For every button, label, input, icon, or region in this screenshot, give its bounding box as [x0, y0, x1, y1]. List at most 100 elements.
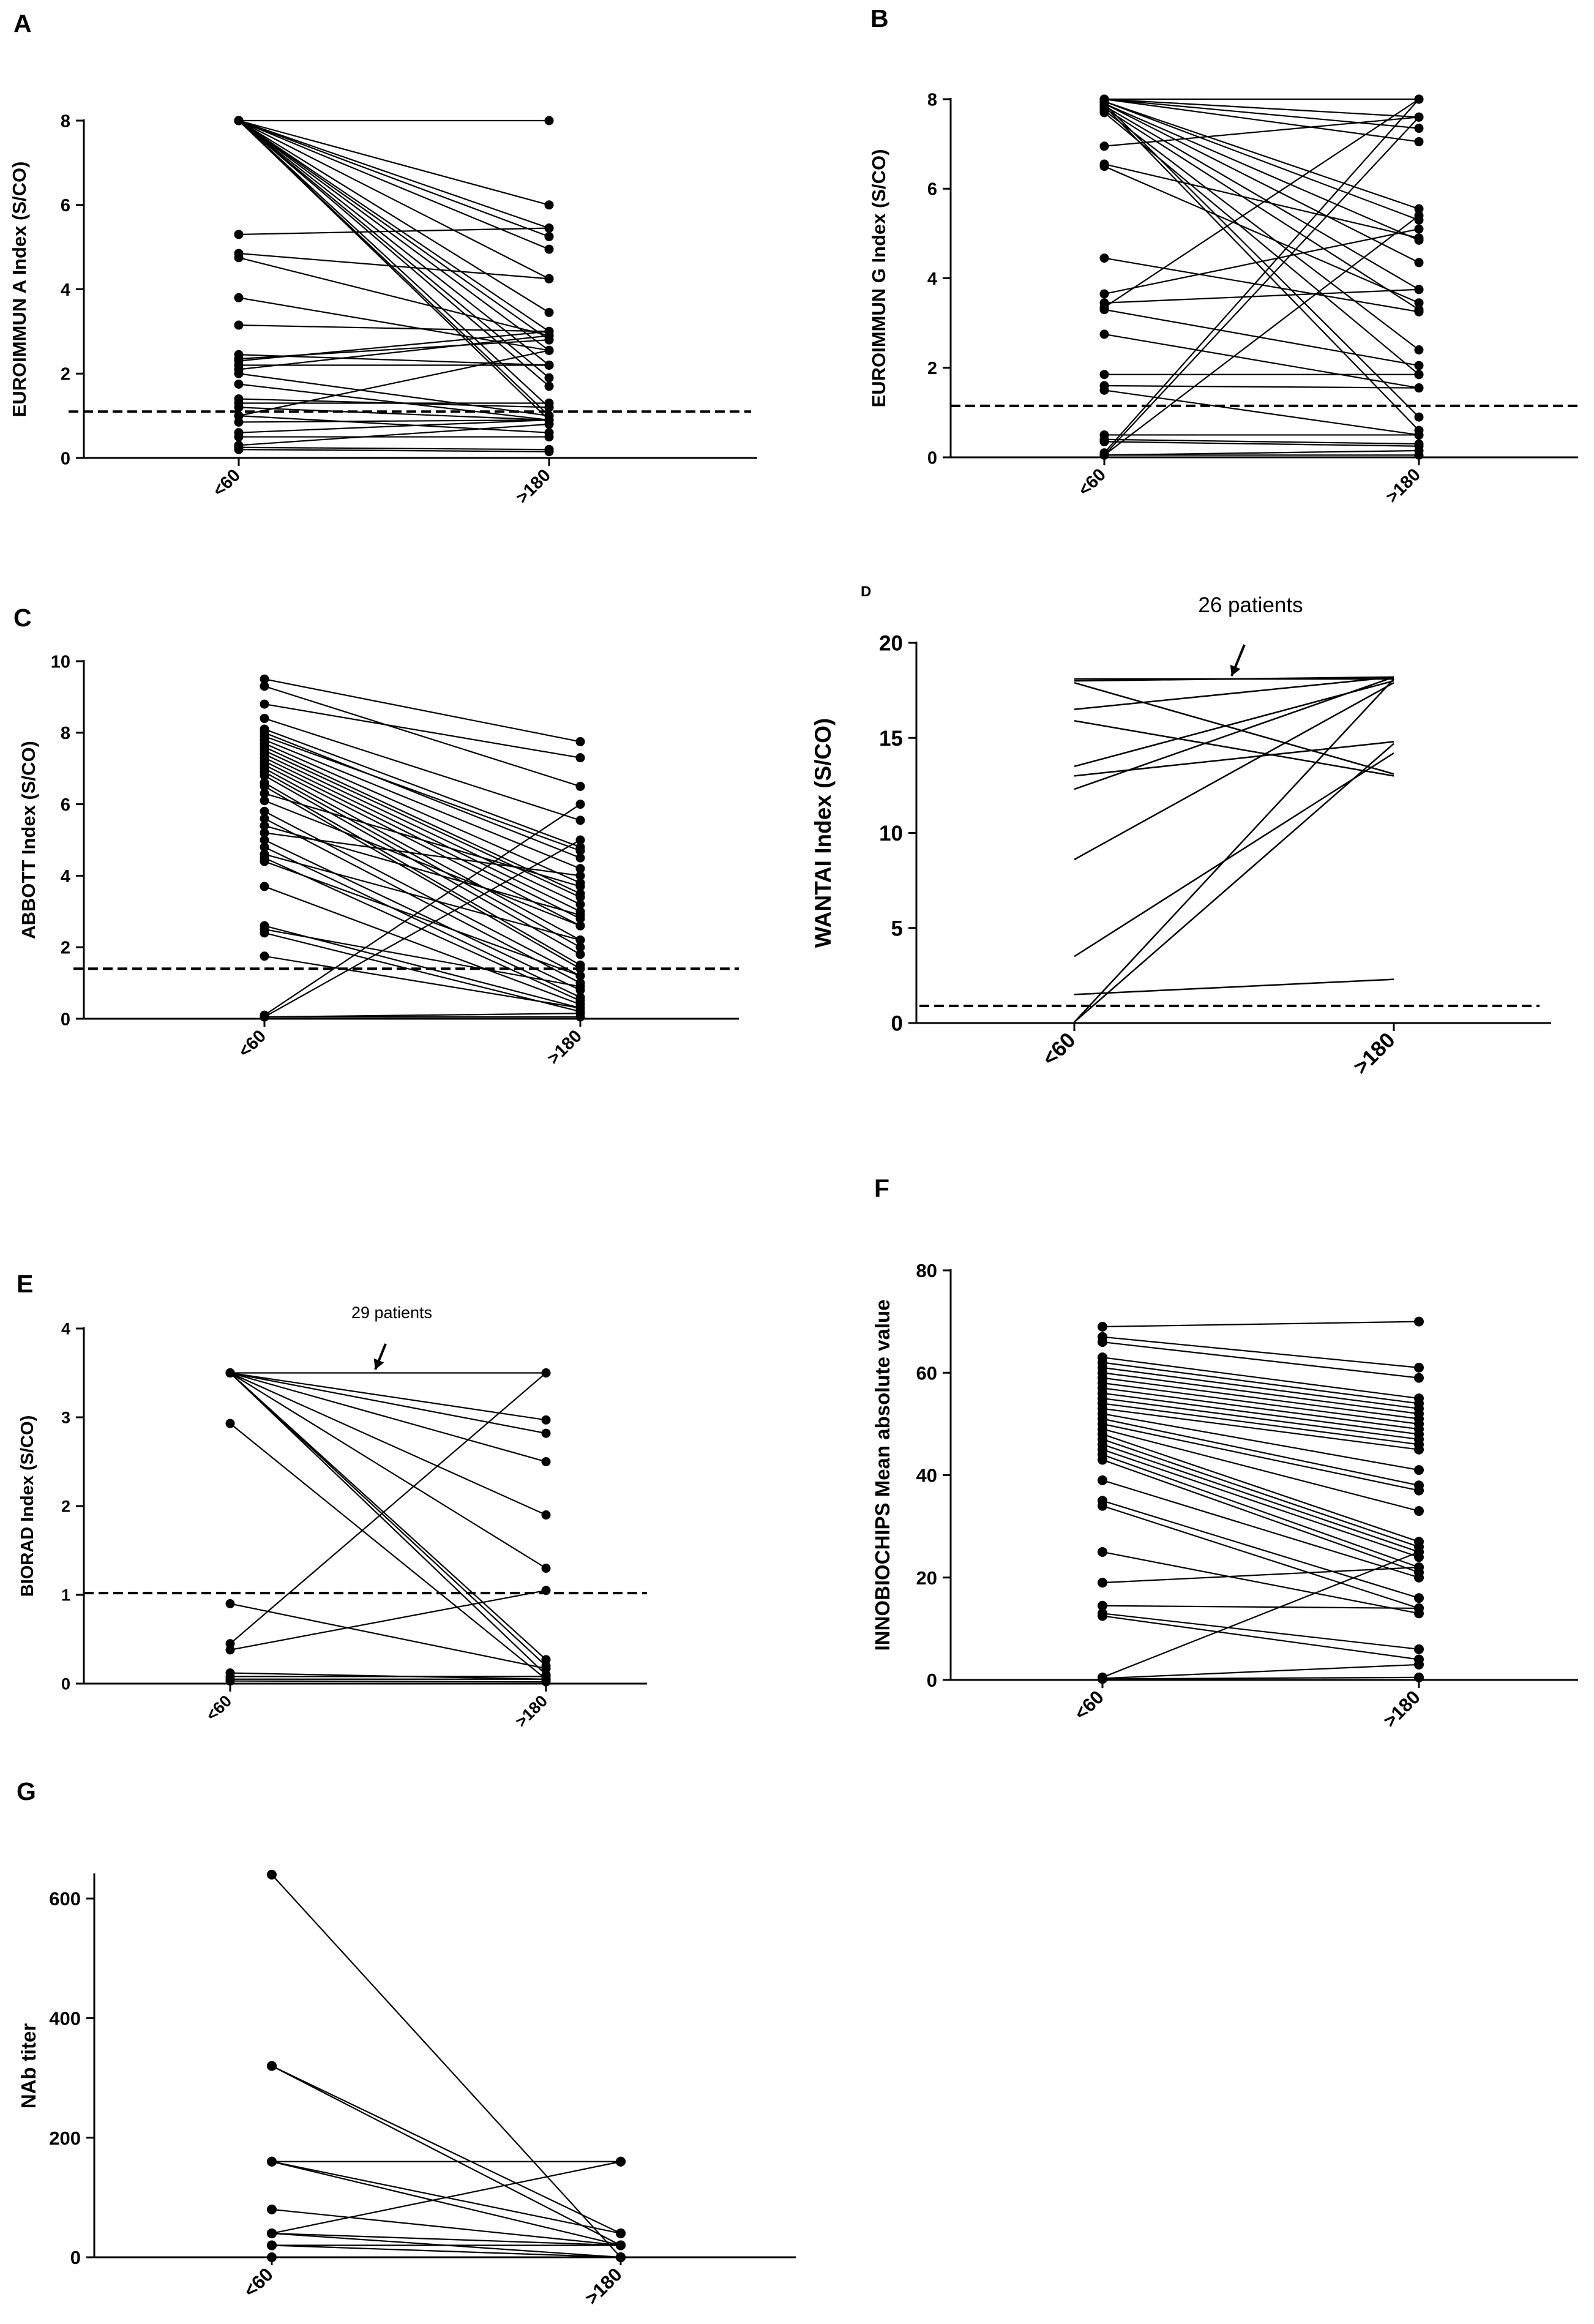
data-point [544, 432, 554, 442]
series-line [264, 743, 581, 884]
series-line [264, 732, 581, 859]
series-line [264, 757, 581, 912]
data-point [234, 432, 244, 442]
series-line [1104, 107, 1420, 310]
data-point [1414, 1546, 1424, 1557]
series-line [1102, 1387, 1420, 1430]
series-line [1074, 678, 1394, 1023]
series-line [238, 350, 550, 417]
data-point [260, 814, 269, 823]
data-point [1099, 329, 1109, 339]
series-line [1104, 100, 1420, 221]
panel-letter: F [874, 1174, 889, 1202]
y-tick-label: 5 [891, 916, 903, 940]
series-line [264, 839, 581, 991]
data-point [1098, 1600, 1107, 1611]
data-point [575, 964, 585, 973]
data-point [541, 1368, 551, 1378]
series-line [230, 1372, 547, 1644]
series-line [230, 1589, 547, 1651]
series-line [264, 839, 581, 1018]
series-line [238, 331, 550, 362]
data-point [616, 2240, 626, 2251]
series-line [1102, 1357, 1420, 1400]
data-point [1099, 289, 1109, 299]
y-tick-label: 2 [61, 1497, 70, 1516]
data-point [616, 2228, 626, 2238]
data-point [1098, 1475, 1107, 1485]
data-point [1099, 450, 1109, 460]
data-point [234, 116, 244, 126]
series-line [264, 885, 581, 1005]
series-line [1104, 441, 1420, 447]
series-line [271, 2232, 621, 2246]
series-line [264, 685, 581, 787]
series-line [264, 955, 581, 1009]
series-line [271, 2161, 621, 2235]
data-point [234, 253, 244, 263]
data-point [225, 1676, 235, 1686]
series-line [1102, 1423, 1420, 1491]
series-line [230, 1372, 547, 1463]
y-axis-title: ABBOTT Index (S/CO) [18, 741, 39, 939]
series-line [238, 120, 550, 378]
y-tick-label: 4 [927, 269, 937, 289]
data-point [1414, 1444, 1424, 1455]
series-line [238, 257, 550, 337]
y-axis-title: NAb titer [17, 2023, 40, 2108]
data-point [1414, 446, 1424, 455]
y-tick-label: 2 [61, 939, 70, 958]
series-line [1104, 110, 1420, 351]
series-line [230, 1680, 547, 1683]
data-point [616, 2156, 626, 2167]
data-point [1099, 108, 1109, 118]
series-line [1102, 1449, 1420, 1558]
panel-letter: A [13, 9, 32, 37]
data-point [260, 681, 269, 691]
x-category-label: <60 [239, 2263, 277, 2301]
y-tick-label: 0 [70, 2247, 81, 2268]
y-tick-label: 8 [61, 111, 70, 131]
data-point [575, 871, 585, 880]
data-point [267, 2252, 277, 2262]
series-line [1104, 98, 1420, 129]
y-tick-label: 10 [51, 652, 70, 672]
data-point [234, 402, 244, 412]
data-point [575, 921, 585, 931]
series-line [238, 449, 550, 452]
data-point [544, 274, 554, 283]
series-line [264, 764, 581, 927]
data-point [260, 699, 269, 709]
data-point [1414, 412, 1424, 422]
series-line [264, 832, 581, 877]
x-category-label: >180 [1349, 1028, 1399, 1079]
series-line [238, 373, 550, 417]
series-line [1102, 1551, 1420, 1678]
series-line [238, 446, 550, 451]
data-point [575, 835, 585, 845]
data-point [267, 1870, 277, 1880]
series-line [238, 120, 550, 313]
y-tick-label: 8 [927, 90, 937, 110]
panel-letter: E [17, 1270, 33, 1298]
data-point [575, 950, 585, 959]
series-line [271, 2244, 621, 2258]
data-point [575, 910, 585, 920]
data-point [260, 674, 269, 684]
series-line [1102, 1377, 1420, 1420]
series-line [1104, 438, 1420, 445]
series-line [1102, 1663, 1420, 1679]
x-category-label: >180 [1379, 1686, 1424, 1731]
series-line [238, 415, 550, 433]
data-point [267, 2228, 277, 2238]
data-point [1414, 112, 1424, 122]
data-point [267, 2204, 277, 2214]
series-line [264, 753, 581, 905]
data-point [1099, 162, 1109, 171]
data-point [234, 417, 244, 427]
series-line [1104, 98, 1420, 118]
data-point [1414, 1362, 1424, 1373]
data-point [1414, 345, 1424, 354]
annotation-label: 29 patients [351, 1303, 432, 1322]
series-line [264, 846, 581, 998]
